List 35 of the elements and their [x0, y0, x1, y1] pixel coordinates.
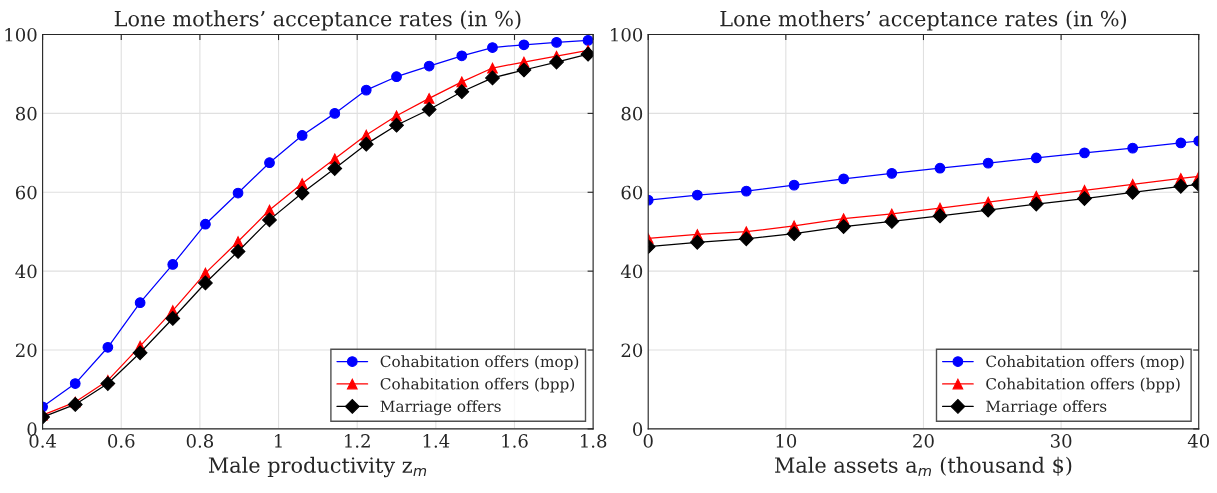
y-tick-label: 60	[621, 185, 643, 200]
x-tick-label: 0	[643, 434, 653, 448]
legend-label: Cohabitation offers (mop)	[986, 355, 1184, 371]
x-tick-label: 0.8	[186, 434, 214, 448]
y-tick-label: 100	[5, 27, 37, 42]
x-axis-title: Male productivity z$_{m}$	[208, 456, 427, 478]
y-tick-label: 40	[620, 264, 643, 279]
y-tick-label: 80	[621, 106, 643, 121]
legend-label: Marriage offers	[986, 400, 1107, 416]
x-tick-label: 1.2	[345, 434, 370, 448]
x-tick-label: 40	[1187, 434, 1210, 448]
y-tick-label: 0	[27, 422, 37, 437]
chart-title: Lone mothers’ acceptance rates (in %)	[720, 10, 1127, 31]
chart-title: Lone mothers’ acceptance rates (in %)	[114, 10, 521, 31]
x-axis-title: Male assets a$_{m}$ (thousand $)	[775, 456, 1072, 477]
y-tick-label: 40	[15, 264, 37, 279]
x-tick-label: 30	[1051, 434, 1072, 448]
x-tick-label: 1.4	[423, 434, 450, 448]
x-tick-label: 20	[913, 434, 934, 448]
y-tick-label: 20	[15, 343, 37, 358]
y-tick-label: 60	[15, 185, 37, 200]
y-tick-label: 80	[15, 106, 37, 121]
x-tick-label: 0.6	[108, 434, 135, 448]
legend-label: Cohabitation offers (mop)	[380, 355, 579, 371]
y-tick-label: 20	[621, 343, 643, 358]
legend-label: Cohabitation offers (bpp)	[986, 377, 1180, 393]
y-tick-label: 100	[611, 27, 643, 42]
x-tick-label: 1.6	[502, 434, 528, 448]
y-tick-label: 0	[633, 422, 643, 437]
x-tick-label: 10	[776, 434, 797, 448]
x-tick-label: 1.8	[580, 434, 607, 448]
legend-label: Cohabitation offers (bpp)	[380, 377, 575, 393]
x-tick-label: 0.4	[29, 434, 57, 448]
x-tick-label: 1	[275, 434, 282, 448]
legend-label: Marriage offers	[380, 400, 501, 416]
